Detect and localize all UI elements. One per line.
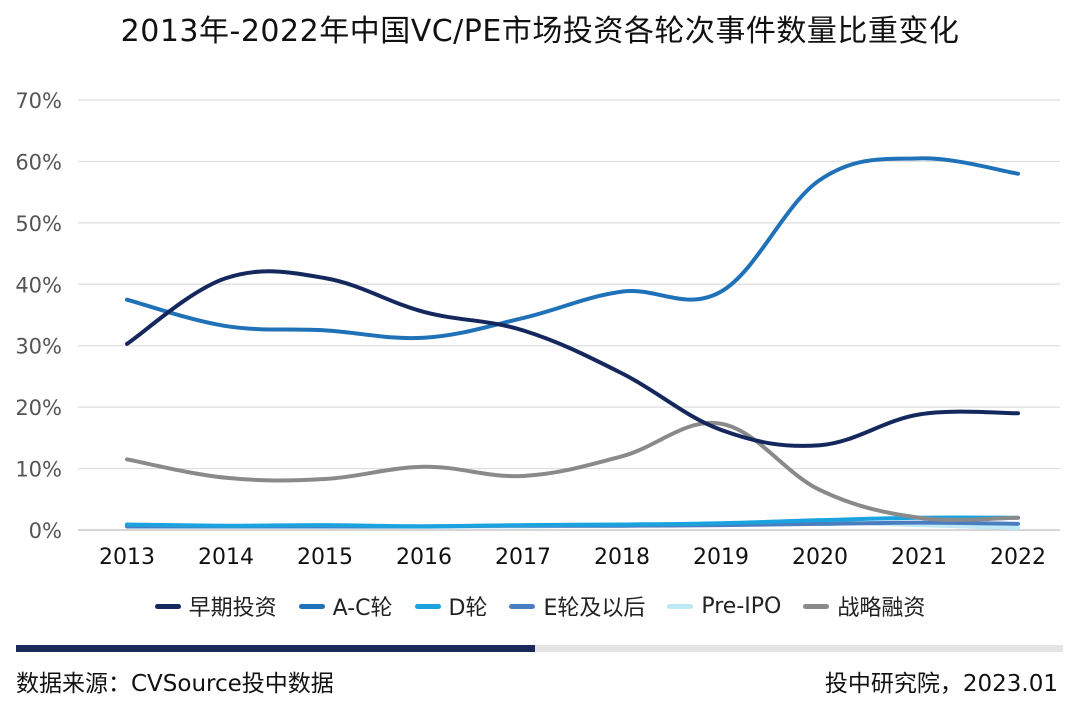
- series-lines: [125, 156, 1020, 531]
- legend-item: 战略融资: [803, 590, 925, 622]
- legend-swatch: [667, 603, 694, 609]
- x-axis-ticks: 2013 2014 2015 2016 2017 2018 2019 2020 2021 2022: [99, 545, 1046, 570]
- y-tick-label: 20%: [15, 396, 62, 420]
- legend-label: Pre-IPO: [701, 593, 782, 619]
- legend-label: A-C轮: [332, 596, 393, 621]
- y-tick-label: 60%: [15, 150, 62, 174]
- x-tick-label: 2020: [792, 545, 848, 570]
- y-tick-label: 10%: [15, 458, 62, 482]
- legend-label: 战略融资: [837, 596, 926, 621]
- legend-swatch: [414, 603, 441, 609]
- x-tick-label: 2017: [495, 545, 551, 570]
- y-tick-label: 70%: [15, 89, 62, 113]
- x-tick-label: 2022: [990, 545, 1046, 570]
- x-tick-label: 2021: [891, 545, 947, 570]
- legend-item: D轮: [414, 590, 488, 622]
- y-axis-ticks: 0% 10% 20% 30% 40% 50% 60% 70%: [15, 89, 62, 543]
- legend-item: E轮及以后: [509, 590, 645, 622]
- x-tick-label: 2019: [693, 545, 749, 570]
- x-tick-label: 2013: [99, 545, 155, 570]
- legend-label: 早期投资: [188, 596, 277, 621]
- series-line-2: [125, 515, 1020, 529]
- x-tick-label: 2016: [396, 545, 452, 570]
- y-tick-label: 30%: [15, 335, 62, 359]
- x-tick-label: 2015: [297, 545, 353, 570]
- footer-divider-light: [535, 645, 1063, 652]
- footer-divider-dark: [16, 645, 535, 652]
- legend-label: D轮: [448, 596, 488, 621]
- grid-lines: [78, 99, 1060, 531]
- series-line-0: [125, 269, 1020, 448]
- credit-date: 投中研究院，2023.01: [824, 671, 1058, 697]
- legend-item: A-C轮: [298, 590, 393, 622]
- legend-swatch: [803, 603, 830, 609]
- data-source: 数据来源：CVSource投中数据: [16, 671, 334, 697]
- x-tick-label: 2014: [198, 545, 254, 570]
- legend-item: 早期投资: [154, 590, 277, 622]
- legend-swatch: [154, 603, 181, 609]
- series-line-5: [125, 420, 1020, 522]
- y-tick-label: 50%: [15, 212, 62, 236]
- legend-swatch: [509, 603, 536, 609]
- y-tick-label: 40%: [15, 273, 62, 297]
- x-tick-label: 2018: [594, 545, 650, 570]
- legend-swatch: [298, 603, 325, 609]
- series-line-1: [125, 156, 1020, 341]
- y-tick-label: 0%: [29, 519, 62, 543]
- legend-item: Pre-IPO: [667, 590, 781, 622]
- legend: 早期投资 A-C轮 D轮 E轮及以后 Pre-IPO 战略融资: [0, 590, 1080, 622]
- chart-title: 2013年-2022年中国VC/PE市场投资各轮次事件数量比重变化: [120, 14, 960, 49]
- legend-label: E轮及以后: [543, 596, 646, 621]
